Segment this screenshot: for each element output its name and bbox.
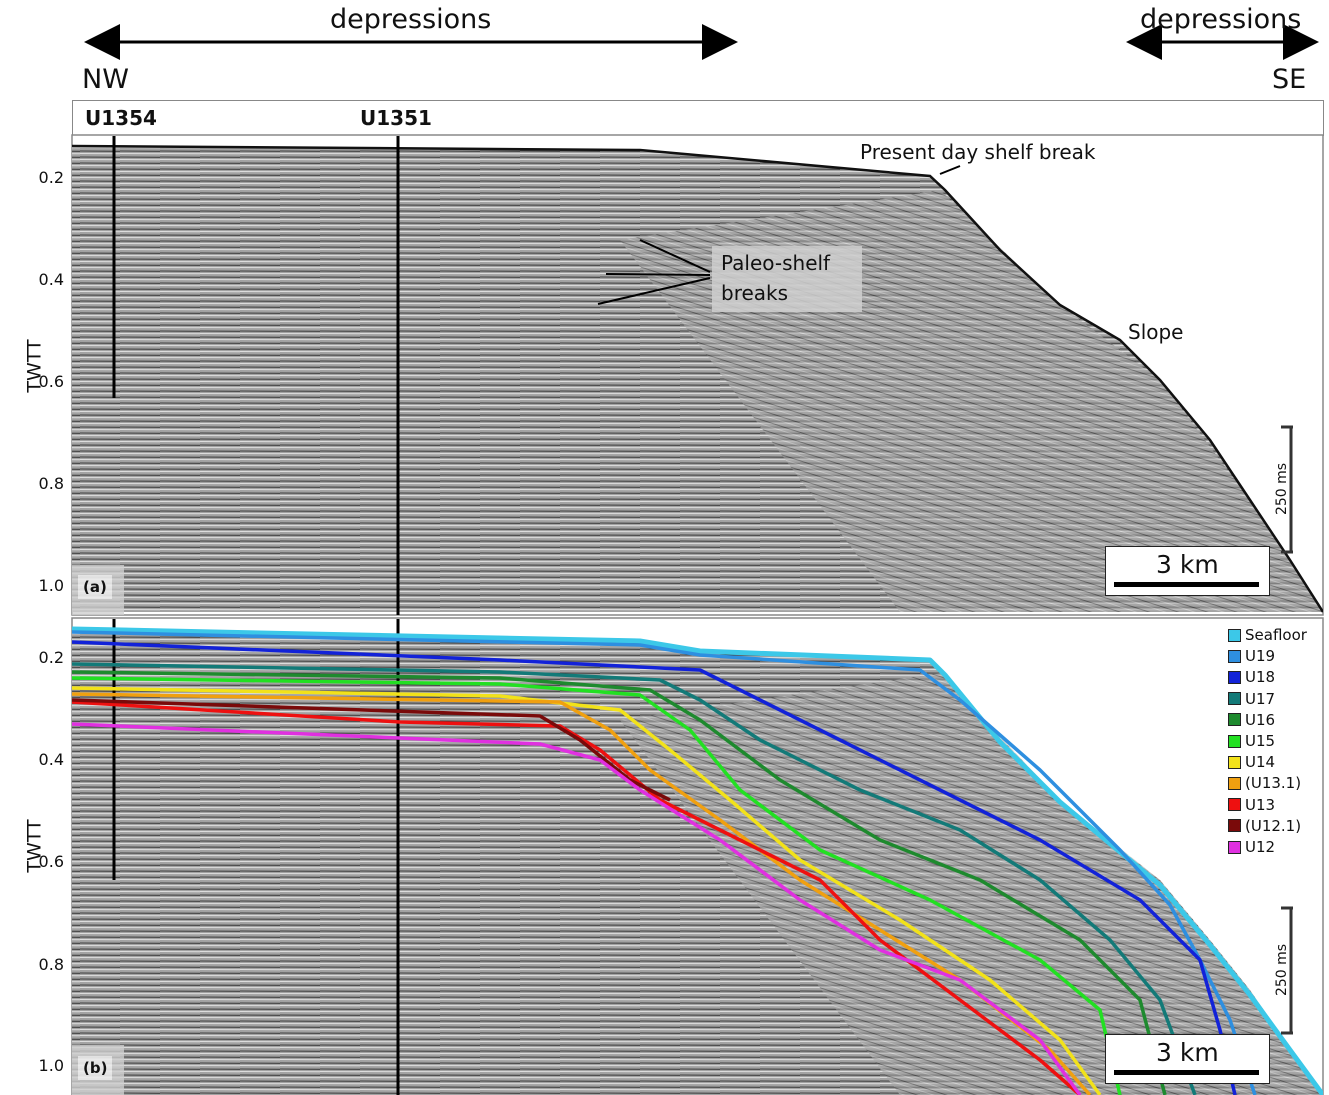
legend-swatch bbox=[1228, 776, 1241, 790]
tick-b-0-8: 0.8 bbox=[38, 955, 64, 974]
horizon-u16 bbox=[72, 670, 1167, 1095]
legend-item: U14 bbox=[1228, 753, 1275, 771]
legend-label: U15 bbox=[1245, 732, 1276, 750]
horizon-u15 bbox=[72, 676, 1122, 1095]
horizon-lines bbox=[72, 626, 1323, 1095]
legend-label: U14 bbox=[1245, 753, 1276, 772]
well-label-u1351: U1351 bbox=[360, 106, 432, 130]
horizon-u13 bbox=[72, 700, 1082, 1095]
tick-b-0-4: 0.4 bbox=[38, 750, 64, 769]
legend-label: U18 bbox=[1245, 668, 1276, 687]
tick-b-0-6: 0.6 bbox=[38, 852, 64, 871]
legend-item: U12 bbox=[1228, 838, 1275, 856]
horizon-seafloor bbox=[72, 626, 1323, 1095]
shelf-break-pointer bbox=[939, 165, 961, 175]
legend-label: Seafloor bbox=[1245, 626, 1307, 644]
tick-a-0-6: 0.6 bbox=[38, 372, 64, 391]
direction-se: SE bbox=[1272, 64, 1307, 95]
tick-b-1-0: 1.0 bbox=[38, 1056, 64, 1075]
legend-label: U17 bbox=[1245, 689, 1276, 708]
horizon-u17 bbox=[72, 662, 1197, 1095]
panel-b-tag: (b) bbox=[78, 1056, 113, 1080]
legend-label: U16 bbox=[1245, 710, 1276, 729]
legend-swatch bbox=[1228, 798, 1241, 812]
legend-swatch bbox=[1228, 819, 1241, 833]
legend-item: U17 bbox=[1228, 690, 1275, 708]
legend-item: U15 bbox=[1228, 732, 1275, 750]
scale-bar-b: 3 km bbox=[1105, 1034, 1270, 1084]
panel-b-slope-clinoforms bbox=[620, 673, 1323, 1095]
paleo-label-box bbox=[712, 246, 862, 312]
legend-label: (U12.1) bbox=[1245, 816, 1302, 835]
vertical-scale-b-label: 250 ms bbox=[1274, 943, 1291, 997]
scale-bar-b-label: 3 km bbox=[1156, 1038, 1219, 1067]
legend-item: Seafloor bbox=[1228, 626, 1307, 644]
panel-a-seismic bbox=[72, 136, 1323, 615]
horizon-u12-1 bbox=[72, 698, 671, 802]
paleo-pointer-2 bbox=[605, 273, 711, 276]
direction-nw: NW bbox=[82, 64, 129, 95]
legend-label: U13 bbox=[1245, 795, 1276, 814]
panel-a-seafloor-reflector bbox=[72, 144, 1323, 613]
horizon-u12 bbox=[72, 722, 1082, 1095]
legend-swatch bbox=[1228, 734, 1241, 748]
legend-swatch bbox=[1228, 649, 1241, 663]
legend-swatch bbox=[1228, 628, 1241, 642]
paleo-pointer-1 bbox=[639, 239, 711, 273]
vertical-scale-a-label: 250 ms bbox=[1274, 462, 1291, 516]
well-label-strip bbox=[72, 100, 1324, 136]
tick-a-0-4: 0.4 bbox=[38, 270, 64, 289]
scale-bar-a-label: 3 km bbox=[1156, 550, 1219, 579]
horizon-u19 bbox=[72, 630, 1257, 1095]
header-arrows bbox=[84, 24, 1319, 60]
legend-item: U13 bbox=[1228, 796, 1275, 814]
legend-swatch bbox=[1228, 755, 1241, 769]
vertical-scale-a bbox=[1281, 425, 1293, 554]
legend-item: U16 bbox=[1228, 711, 1275, 729]
tick-b-0-2: 0.2 bbox=[38, 648, 64, 667]
legend-swatch bbox=[1228, 692, 1241, 706]
legend-item: U18 bbox=[1228, 668, 1275, 686]
scale-bar-a-line bbox=[1114, 582, 1259, 587]
legend-item: U19 bbox=[1228, 647, 1275, 665]
horizon-u18 bbox=[72, 640, 1237, 1095]
paleo-shelf-label-line1: Paleo-shelf bbox=[721, 251, 831, 275]
tick-a-0-8: 0.8 bbox=[38, 474, 64, 493]
depressions-label-right: depressions bbox=[1140, 4, 1302, 35]
legend-swatch bbox=[1228, 670, 1241, 684]
tick-a-1-0: 1.0 bbox=[38, 576, 64, 595]
paleo-pointer-3 bbox=[597, 277, 711, 305]
paleo-shelf-label-line2: breaks bbox=[721, 281, 789, 305]
slope-label: Slope bbox=[1128, 320, 1184, 344]
vertical-scale-b bbox=[1281, 906, 1293, 1035]
legend-label: U12 bbox=[1245, 838, 1276, 856]
legend-swatch bbox=[1228, 840, 1241, 854]
panel-b-seismic bbox=[72, 619, 1323, 1095]
legend-swatch bbox=[1228, 713, 1241, 727]
legend-label: U19 bbox=[1245, 647, 1276, 666]
tick-a-0-2: 0.2 bbox=[38, 168, 64, 187]
panel-a-tag: (a) bbox=[78, 575, 112, 599]
well-label-u1354: U1354 bbox=[85, 106, 157, 130]
depressions-label-left: depressions bbox=[330, 4, 492, 35]
scale-bar-a: 3 km bbox=[1105, 546, 1270, 596]
scale-bar-b-line bbox=[1114, 1070, 1259, 1075]
legend-item: (U13.1) bbox=[1228, 774, 1301, 792]
legend-item: (U12.1) bbox=[1228, 817, 1301, 835]
legend-label: (U13.1) bbox=[1245, 774, 1302, 793]
shelf-break-label: Present day shelf break bbox=[860, 140, 1096, 164]
